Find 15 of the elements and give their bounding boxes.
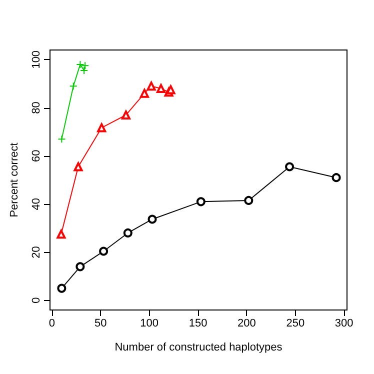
x-tick-label: 0 [48, 318, 56, 330]
y-tick-label: 60 [30, 150, 42, 162]
x-tick-label: 100 [140, 318, 159, 330]
x-tick-label: 300 [334, 318, 354, 330]
x-tick-label: 250 [286, 318, 305, 330]
x-tick-label: 200 [238, 318, 256, 330]
x-tick-label: 50 [94, 318, 107, 330]
y-tick-label: 20 [30, 246, 42, 258]
y-tick-label: 0 [30, 297, 42, 304]
x-axis-title: Number of constructed haplotypes [114, 342, 283, 354]
x-tick-label: 150 [188, 318, 208, 330]
y-axis-title: Percent correct [8, 142, 20, 218]
y-tick-label: 80 [30, 102, 42, 114]
y-tick-label: 40 [30, 198, 42, 210]
y-tick-label: 100 [30, 50, 42, 69]
